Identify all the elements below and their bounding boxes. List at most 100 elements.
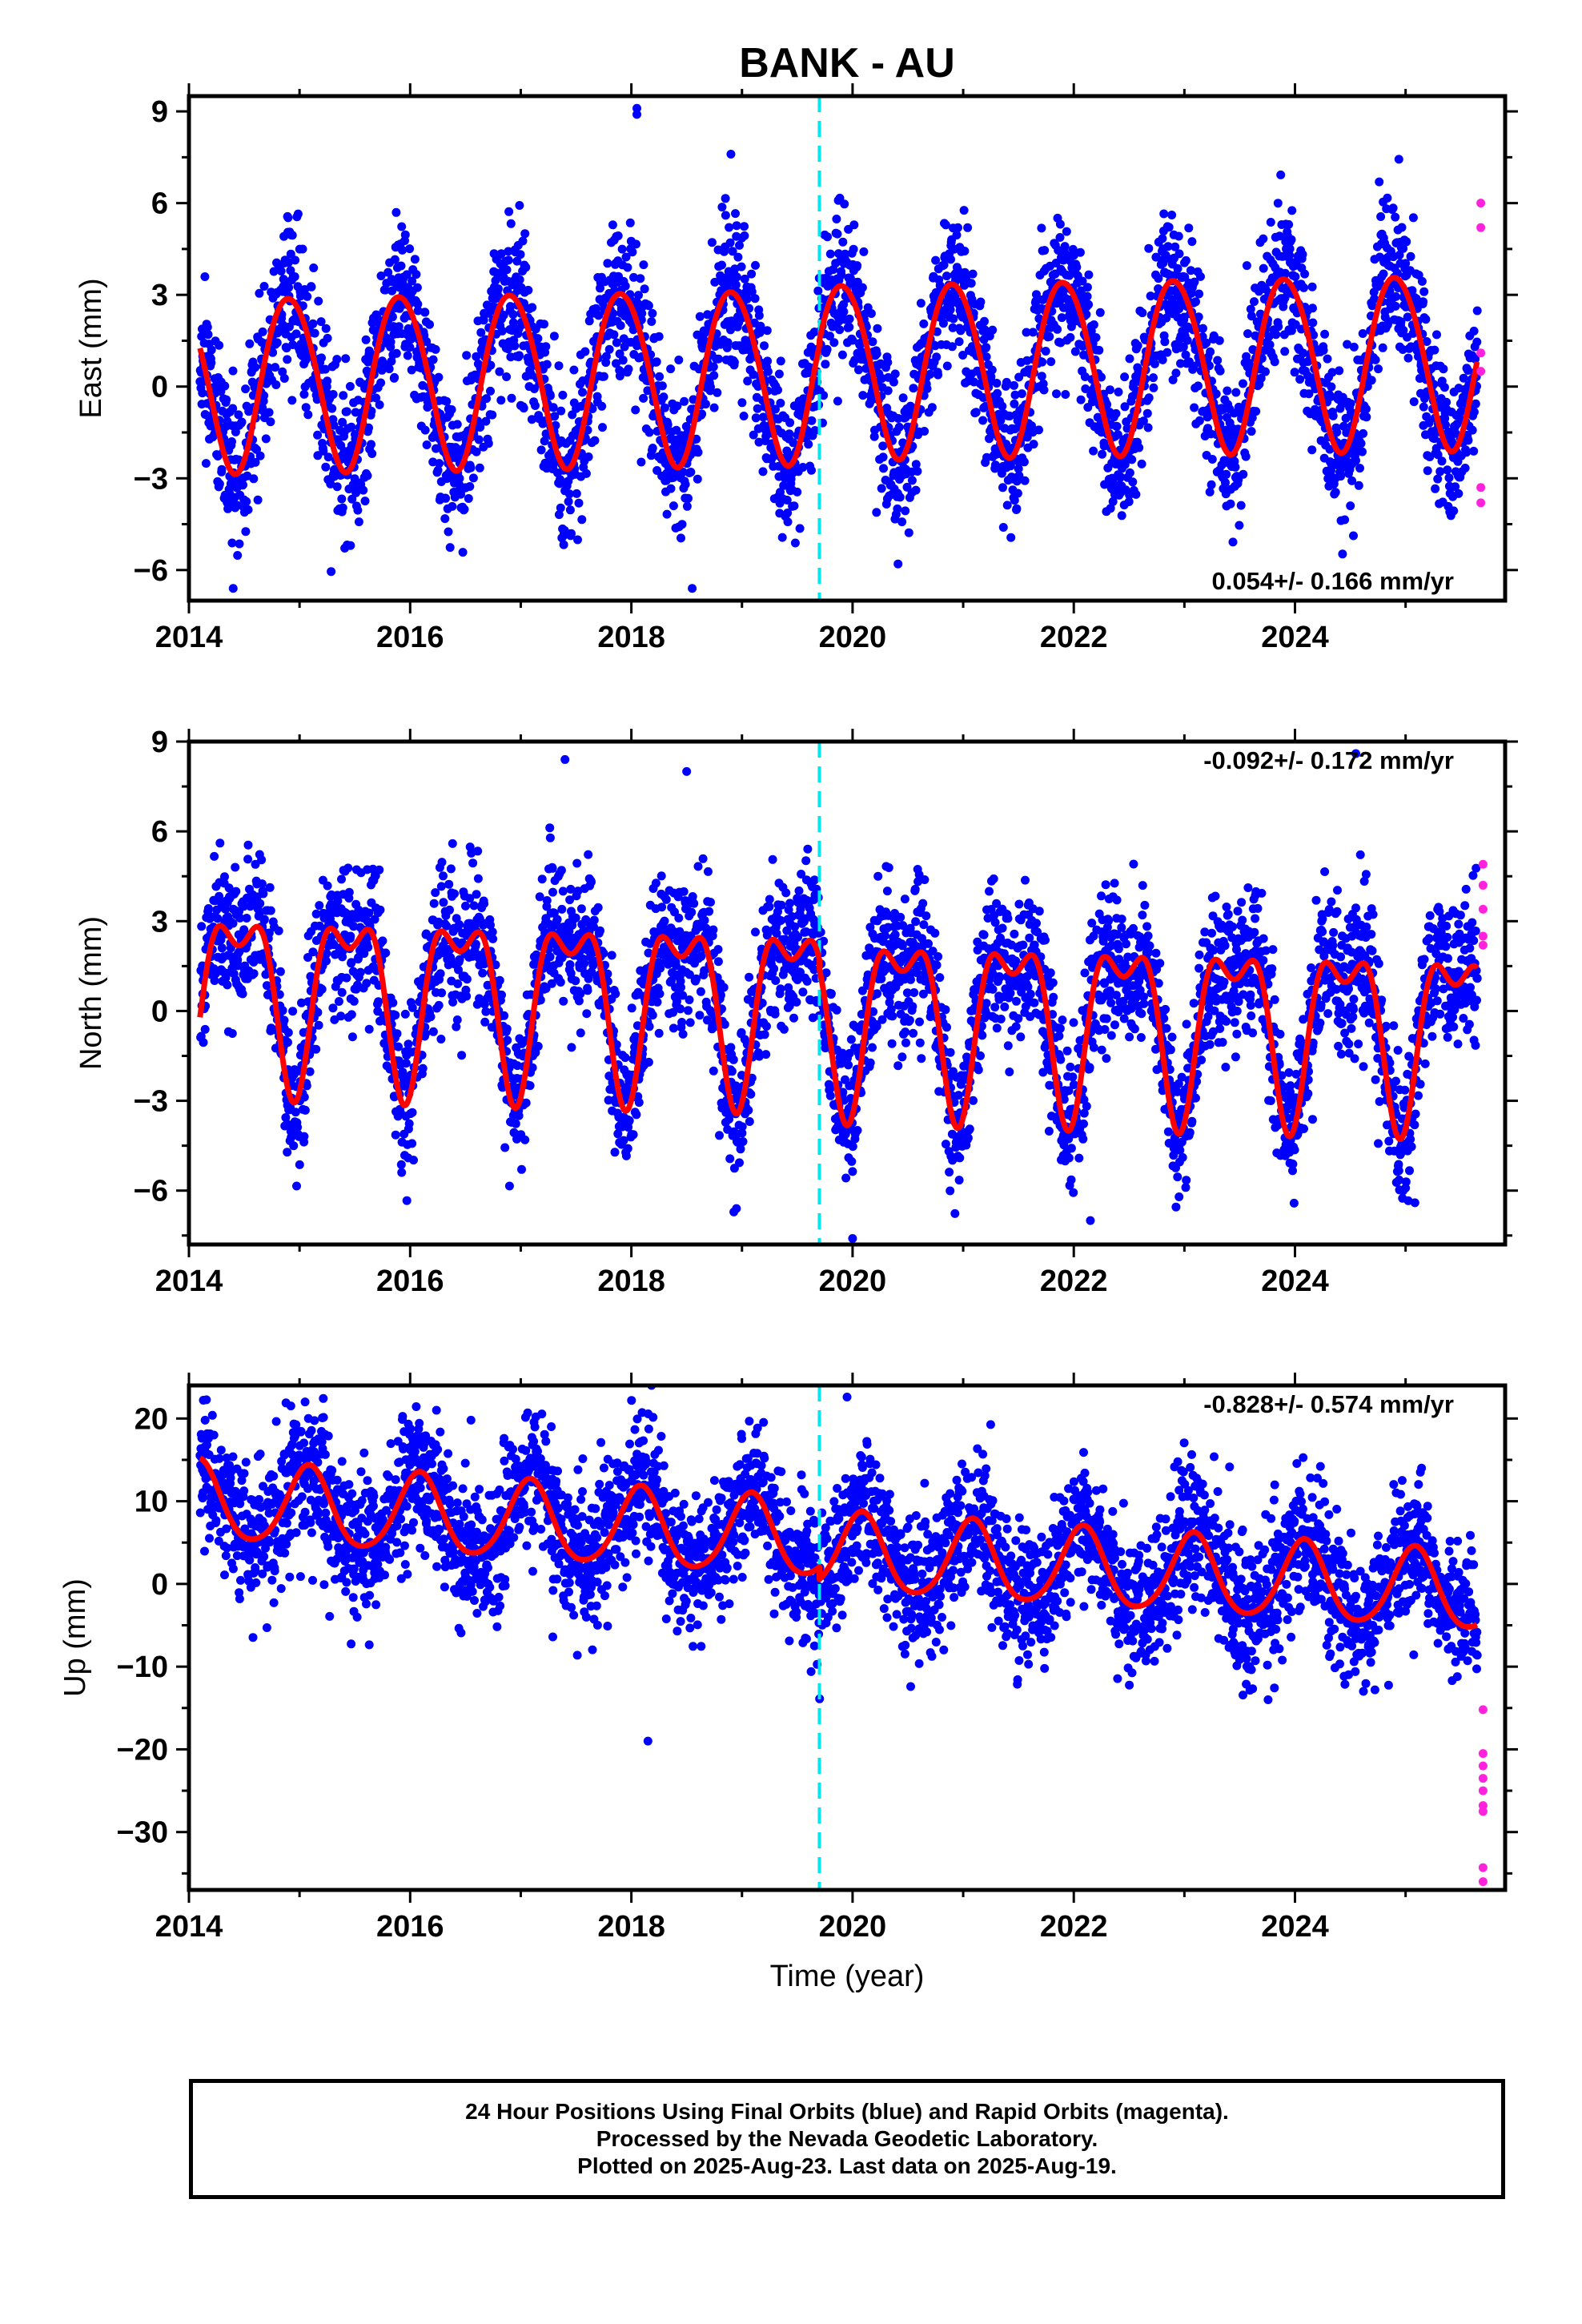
east-final-point: [1046, 357, 1056, 367]
east-final-point: [776, 398, 785, 408]
east-final-point: [793, 487, 802, 497]
north-final-point: [439, 898, 448, 907]
east-final-point: [594, 311, 604, 320]
east-final-point: [1017, 389, 1026, 399]
north-final-point: [409, 1156, 418, 1165]
east-final-point: [615, 372, 624, 380]
east-final-point: [1379, 269, 1388, 279]
east-final-point: [564, 497, 573, 506]
east-final-point: [597, 401, 607, 411]
east-final-point: [1346, 399, 1355, 408]
east-final-point: [1057, 313, 1066, 323]
north-final-point: [462, 991, 472, 1001]
east-final-point: [771, 404, 780, 414]
north-final-point: [362, 979, 371, 988]
east-final-point: [713, 354, 723, 364]
east-final-point: [750, 294, 760, 304]
east-final-point: [657, 381, 667, 391]
north-final-point: [488, 934, 498, 943]
east-final-point: [673, 401, 682, 411]
east-final-point: [1002, 501, 1012, 510]
east-final-point: [919, 319, 929, 328]
east-final-point: [1138, 308, 1147, 318]
north-final-point: [257, 855, 267, 865]
east-final-point: [1012, 504, 1022, 513]
east-final-point: [301, 403, 311, 412]
east-final-point: [677, 533, 685, 543]
east-final-point: [462, 351, 472, 360]
east-final-point: [1131, 489, 1141, 499]
east-final-point: [1284, 219, 1294, 229]
east-final-point: [1378, 343, 1387, 352]
east-final-point: [207, 345, 216, 355]
east-final-point: [980, 316, 989, 326]
north-final-point: [502, 1024, 512, 1034]
east-final-point: [1222, 469, 1231, 479]
north-final-point: [558, 887, 568, 896]
north-final-point: [582, 1009, 592, 1019]
east-final-point: [361, 335, 371, 344]
east-final-point: [354, 517, 363, 527]
east-final-point: [1040, 246, 1050, 255]
east-final-point: [858, 391, 868, 400]
east-final-point: [515, 201, 524, 210]
east-final-point: [1423, 466, 1432, 476]
east-final-point: [829, 338, 839, 348]
east-final-point: [1295, 375, 1305, 384]
north-final-point: [388, 998, 398, 1007]
east-final-point: [1081, 384, 1090, 393]
east-final-point: [648, 444, 657, 452]
east-final-point: [946, 305, 955, 315]
east-final-point: [1070, 347, 1080, 356]
east-final-point: [1409, 397, 1419, 407]
north-final-point: [572, 858, 582, 868]
east-final-point: [1195, 416, 1204, 425]
east-final-point: [693, 474, 702, 484]
east-final-point: [883, 386, 893, 396]
east-final-point: [259, 391, 269, 400]
east-final-point: [531, 401, 540, 410]
east-final-point: [510, 341, 520, 351]
east-final-point: [1468, 425, 1477, 435]
north-final-point: [495, 975, 504, 985]
east-final-point: [825, 249, 835, 259]
east-final-point: [756, 321, 765, 331]
east-final-point: [632, 239, 640, 249]
east-final-point: [1460, 464, 1470, 472]
east-final-point: [1231, 462, 1240, 472]
east-final-point: [872, 349, 881, 359]
east-final-point: [740, 231, 749, 240]
east-final-point: [574, 498, 584, 508]
north-final-point: [556, 978, 565, 987]
east-final-point: [524, 285, 533, 295]
east-final-point: [1102, 400, 1112, 409]
east-final-point: [777, 533, 787, 542]
east-final-point: [201, 459, 211, 468]
east-final-point: [1066, 332, 1075, 342]
east-rapid-point: [1476, 498, 1486, 508]
north-xtick-label: 2020: [819, 1265, 887, 1298]
east-final-point: [488, 410, 497, 420]
east-final-point: [328, 390, 338, 399]
east-final-point: [749, 430, 758, 440]
east-final-point: [1028, 328, 1038, 337]
east-final-point: [581, 468, 591, 478]
east-final-point: [968, 269, 978, 279]
north-final-point: [593, 903, 603, 912]
east-final-point: [253, 495, 263, 505]
east-final-point: [479, 316, 488, 325]
east-final-point: [1199, 324, 1207, 333]
east-final-point: [1062, 227, 1071, 236]
east-final-point: [231, 427, 240, 436]
east-final-point: [1213, 356, 1223, 365]
east-final-point: [367, 440, 375, 449]
east-final-point: [1367, 376, 1376, 385]
east-ytick-label: 3: [151, 279, 168, 312]
east-final-point: [1158, 355, 1167, 364]
east-final-point: [251, 363, 260, 372]
east-final-point: [295, 292, 305, 301]
east-final-point: [1472, 306, 1482, 316]
east-final-point: [760, 341, 769, 351]
north-final-point: [243, 854, 253, 864]
